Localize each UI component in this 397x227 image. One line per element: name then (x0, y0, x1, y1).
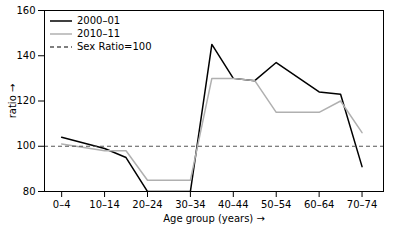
svg-text:120: 120 (16, 95, 35, 106)
svg-text:40–44: 40–44 (218, 199, 248, 210)
html-text:Sex Ratio=100: Sex Ratio=100 (77, 41, 152, 52)
html-text:2010–11: 2010–11 (77, 28, 121, 39)
svg-text:0–4: 0–4 (53, 199, 71, 210)
svg-text:140: 140 (16, 50, 35, 61)
svg-text:160: 160 (16, 5, 35, 16)
svg-text:50–54: 50–54 (261, 199, 291, 210)
svg-text:10–14: 10–14 (89, 199, 119, 210)
svg-text:ratio →: ratio → (7, 84, 18, 119)
svg-text:30–34: 30–34 (175, 199, 205, 210)
svg-text:70–74: 70–74 (347, 199, 377, 210)
svg-text:80: 80 (23, 186, 36, 197)
html-text:2000–01: 2000–01 (77, 15, 121, 26)
svg-text:20–24: 20–24 (132, 199, 162, 210)
svg-text:100: 100 (16, 140, 35, 151)
svg-text:60–64: 60–64 (304, 199, 334, 210)
svg-text:Age group (years) →: Age group (years) → (163, 213, 265, 224)
